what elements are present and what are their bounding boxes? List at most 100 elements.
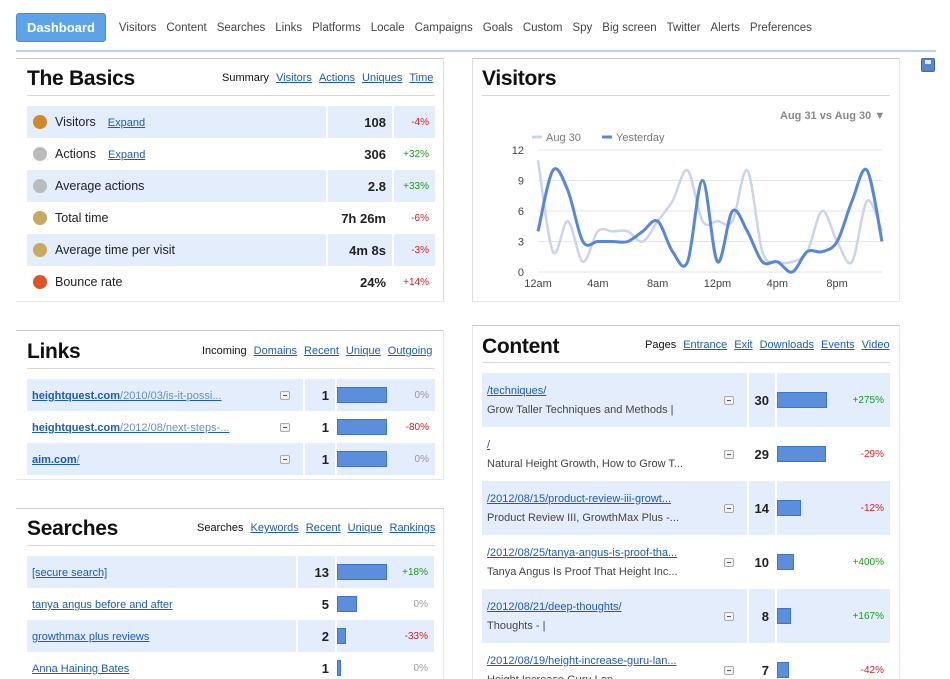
tab-recent[interactable]: Recent <box>305 522 341 534</box>
searches-tabs: Searches Keywords Recent Unique Rankings <box>197 522 435 534</box>
tab-visitors[interactable]: Visitors <box>276 72 312 84</box>
nav-item-content[interactable]: Content <box>166 22 207 34</box>
basics-row: Total time 7h 26m -6% <box>27 202 435 234</box>
search-term-link[interactable]: [secure search] <box>32 567 108 579</box>
x-tick-label: 4am <box>587 278 608 290</box>
link-url[interactable]: aim.com/ <box>32 454 80 466</box>
nav-item-alerts[interactable]: Alerts <box>710 22 740 34</box>
bar-cell <box>336 411 394 443</box>
tab-entrance[interactable]: Entrance <box>683 339 728 351</box>
link-count: 1 <box>303 443 337 475</box>
external-link-icon[interactable] <box>724 450 734 460</box>
change-percent: -29% <box>860 448 884 460</box>
tab-domains[interactable]: Domains <box>253 345 298 357</box>
nav-item-custom[interactable]: Custom <box>522 22 563 34</box>
basics-row: Average time per visit 4m 8s -3% <box>27 234 435 266</box>
expand-link[interactable]: Expand <box>107 116 146 129</box>
external-link-icon[interactable] <box>724 504 734 514</box>
searches-title: Searches <box>27 517 119 540</box>
basics-row: Visitors Expand 108 -4% <box>27 106 435 138</box>
nav-item-platforms[interactable]: Platforms <box>312 22 361 34</box>
y-tick-label: 6 <box>518 206 524 218</box>
links-tabs: Incoming Domains Recent Unique Outgoing <box>202 345 432 357</box>
content-row: /2012/08/15/product-review-iii-growt... P… <box>482 481 890 535</box>
nav-item-campaigns[interactable]: Campaigns <box>414 22 473 34</box>
nav-item-big-screen[interactable]: Big screen <box>602 22 657 34</box>
page-views: 30 <box>747 373 777 427</box>
basics-tabs: Summary Visitors Actions Uniques Time <box>222 72 433 84</box>
basics-value: 7h 26m <box>326 202 394 234</box>
page-url-link[interactable]: /2012/08/21/deep-thoughts/ <box>487 600 622 613</box>
tab-exit[interactable]: Exit <box>734 339 753 351</box>
external-link-icon[interactable] <box>724 612 734 622</box>
clock-icon <box>33 211 47 226</box>
tab-summary[interactable]: Summary <box>222 72 270 84</box>
content-row: / Natural Height Growth, How to Grow T...… <box>482 427 890 481</box>
search-term-link[interactable]: growthmax plus reviews <box>32 631 150 643</box>
save-icon[interactable] <box>921 58 935 72</box>
nav-item-links[interactable]: Links <box>275 22 303 34</box>
tab-unique[interactable]: Unique <box>347 522 383 534</box>
external-link-icon[interactable] <box>280 391 290 401</box>
search-row: tanya angus before and after 5 0% <box>27 588 434 620</box>
nav-item-searches[interactable]: Searches <box>216 22 266 34</box>
page-url-link[interactable]: /2012/08/15/product-review-iii-growt... <box>487 492 672 505</box>
page-url-link[interactable]: /techniques/ <box>487 384 547 397</box>
value-bar <box>337 596 357 612</box>
bar-cell <box>776 427 834 481</box>
expand-link[interactable]: Expand <box>108 148 146 161</box>
external-link-icon[interactable] <box>724 666 734 676</box>
page-url-link[interactable]: / <box>487 438 491 451</box>
page-title-text: Grow Taller Techniques and Methods | <box>487 403 674 416</box>
change-percent: 0% <box>413 598 428 610</box>
page-title-text: Thoughts - | <box>487 619 546 632</box>
tab-incoming[interactable]: Incoming <box>202 345 247 357</box>
change-percent: +167% <box>834 589 890 643</box>
change-percent: +400% <box>852 556 884 568</box>
external-link-icon[interactable] <box>724 396 734 406</box>
search-term-link[interactable]: Anna Haining Bates <box>32 663 130 675</box>
value-bar <box>337 660 341 676</box>
x-tick-label: 4pm <box>767 278 788 290</box>
basics-label: Bounce rate <box>55 274 123 289</box>
nav-item-visitors[interactable]: Visitors <box>118 22 157 34</box>
tab-video[interactable]: Video <box>861 339 890 351</box>
external-link-icon[interactable] <box>724 558 734 568</box>
external-link-icon[interactable] <box>280 423 290 433</box>
page-title-text: Product Review III, GrowthMax Plus -... <box>487 511 679 524</box>
tab-downloads[interactable]: Downloads <box>759 339 814 351</box>
bar-cell <box>776 373 834 427</box>
nav-item-locale[interactable]: Locale <box>370 22 405 34</box>
link-path: /2012/08/next-steps-... <box>120 422 230 434</box>
tab-uniques[interactable]: Uniques <box>362 72 403 84</box>
search-term-link[interactable]: tanya angus before and after <box>32 599 173 611</box>
tab-events[interactable]: Events <box>821 339 855 351</box>
date-range-selector[interactable]: Aug 31 vs Aug 30 ▼ <box>780 110 886 122</box>
page-url-link[interactable]: /2012/08/25/tanya-angus-is-proof-tha... <box>487 546 678 559</box>
tab-keywords[interactable]: Keywords <box>250 522 299 534</box>
external-link-icon[interactable] <box>280 455 290 465</box>
value-bar <box>777 662 789 678</box>
nav-item-twitter[interactable]: Twitter <box>666 22 701 34</box>
basics-label: Visitors <box>55 114 96 129</box>
page-url-link[interactable]: /2012/08/19/height-increase-guru-lan... <box>487 654 677 667</box>
tab-rankings[interactable]: Rankings <box>389 522 436 534</box>
link-url[interactable]: heightquest.com/2012/08/next-steps-... <box>32 422 229 434</box>
basics-table: Visitors Expand 108 -4% Actions Expand 306 +32%… <box>27 106 435 298</box>
link-url[interactable]: heightquest.com/2010/03/is-it-possi... <box>32 390 222 402</box>
nav-dashboard-button[interactable]: Dashboard <box>16 12 106 42</box>
tab-unique[interactable]: Unique <box>345 345 381 357</box>
tab-recent[interactable]: Recent <box>304 345 339 357</box>
legend-label: Aug 30 <box>546 132 581 144</box>
tab-outgoing[interactable]: Outgoing <box>387 345 433 357</box>
tab-time[interactable]: Time <box>409 72 434 84</box>
tab-actions[interactable]: Actions <box>318 72 356 84</box>
basics-label-cell: Actions Expand <box>27 138 327 170</box>
bar-cell <box>336 652 394 679</box>
link-row: heightquest.com/2012/08/next-steps-... 1 -… <box>27 411 435 443</box>
tab-pages[interactable]: Pages <box>645 339 677 351</box>
nav-item-spy[interactable]: Spy <box>572 22 593 34</box>
nav-item-preferences[interactable]: Preferences <box>749 22 812 34</box>
tab-searches[interactable]: Searches <box>197 522 244 534</box>
nav-item-goals[interactable]: Goals <box>482 22 513 34</box>
